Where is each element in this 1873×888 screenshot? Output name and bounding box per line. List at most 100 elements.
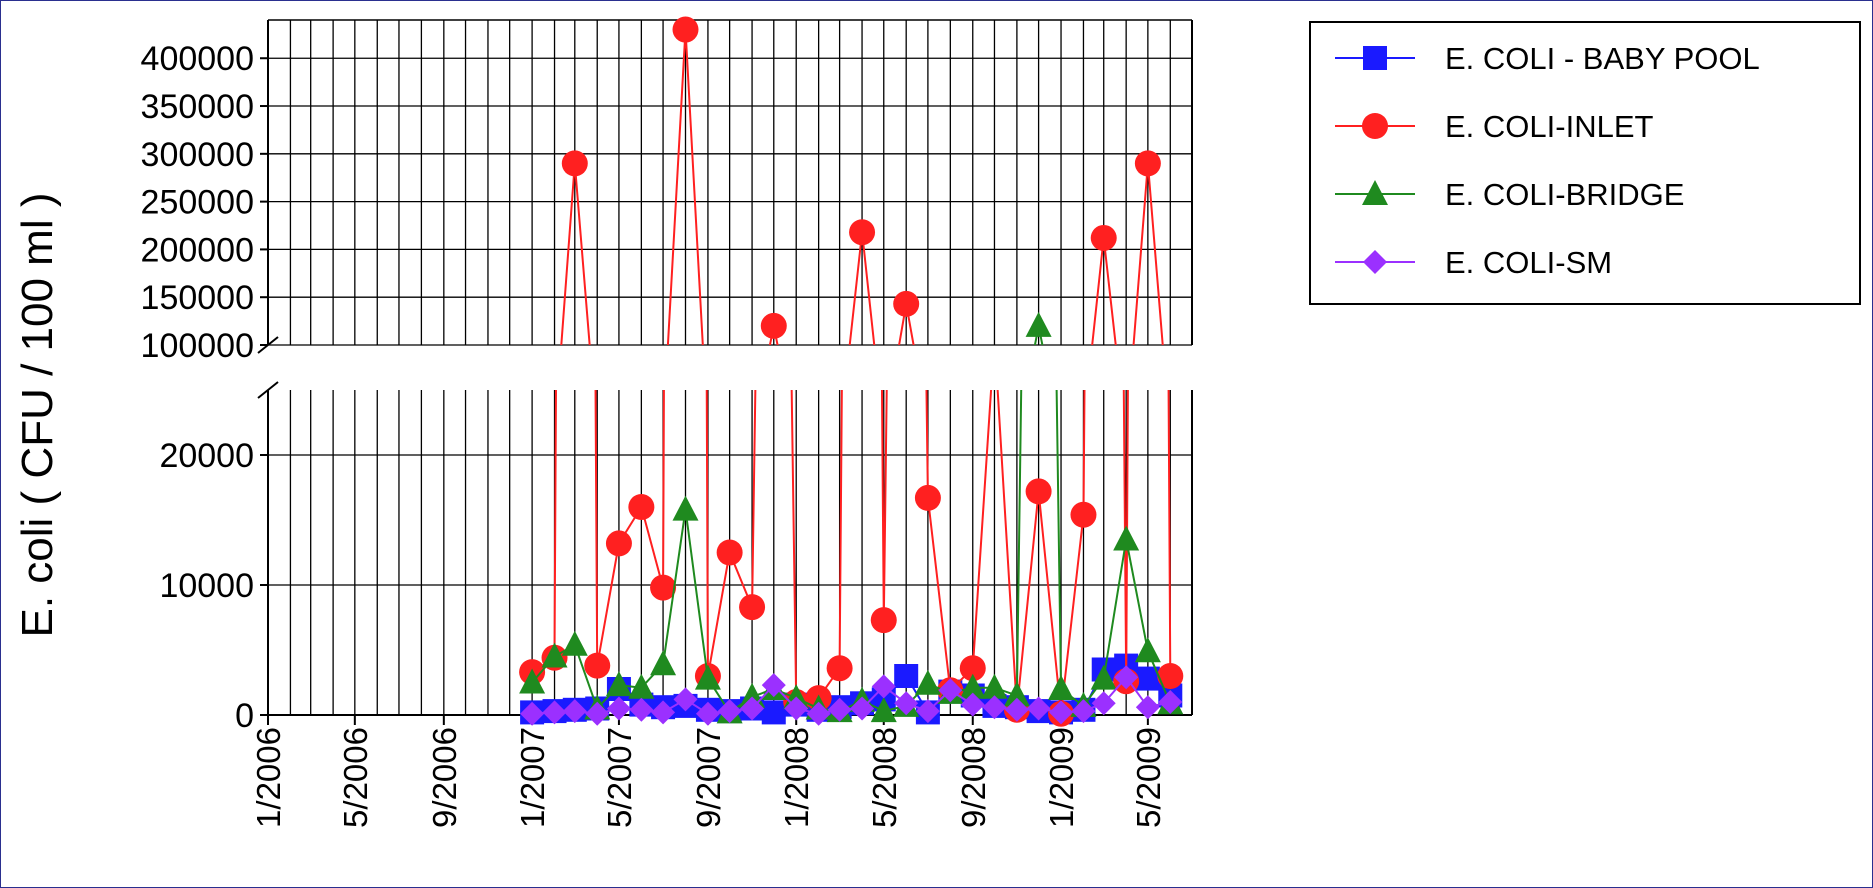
x-tick-label: 1/2008 [778, 727, 815, 828]
series-upper [1025, 311, 1052, 345]
data-point [826, 655, 853, 682]
data-point [694, 664, 721, 690]
x-tick-label: 1/2009 [1043, 727, 1080, 828]
data-point [673, 687, 698, 712]
y-tick-label: 20000 [159, 437, 254, 475]
data-point [672, 495, 699, 521]
series-line [1033, 325, 1044, 345]
data-point [1004, 697, 1029, 722]
data-point [605, 530, 632, 557]
data-point [849, 219, 876, 246]
data-point [1071, 699, 1096, 724]
y-tick-label: 150000 [141, 279, 254, 317]
x-tick-label: 5/2008 [866, 727, 903, 828]
data-point [761, 673, 786, 698]
data-point [938, 678, 963, 703]
data-point [672, 16, 699, 43]
data-point [1003, 681, 1030, 707]
data-point [562, 699, 587, 724]
data-point [1158, 690, 1183, 714]
data-point [561, 630, 588, 656]
data-point [850, 696, 875, 721]
data-point [1135, 695, 1160, 720]
data-point [717, 699, 742, 724]
x-tick-label: 1/2006 [250, 727, 287, 828]
data-point [914, 669, 941, 695]
data-point [716, 539, 743, 566]
legend-item: E. COLI - BABY POOL [1335, 41, 1760, 76]
legend-label: E. COLI-INLET [1445, 109, 1653, 144]
x-tick-label: 9/2008 [955, 727, 992, 828]
data-point [870, 697, 897, 723]
data-point [1070, 501, 1097, 528]
data-point [585, 701, 610, 726]
legend-item: E. COLI-BRIDGE [1335, 177, 1684, 212]
y-tick-label: 400000 [141, 40, 254, 78]
gridlines [267, 19, 1193, 716]
axis-break-mark [257, 381, 279, 399]
data-point [894, 664, 919, 688]
series-line [531, 390, 1172, 714]
data-point [1091, 691, 1116, 716]
data-point [628, 494, 655, 520]
data-point [914, 484, 941, 511]
data-point [959, 655, 986, 682]
legend-marker-diamond [1363, 250, 1387, 274]
data-point [871, 674, 896, 699]
data-point [981, 673, 1008, 699]
legend-label: E. COLI-SM [1445, 245, 1612, 280]
data-point [1049, 700, 1074, 725]
x-tick-label: 9/2007 [690, 727, 727, 828]
y-tick-label: 10000 [159, 567, 254, 605]
x-tick-label: 9/2006 [426, 727, 463, 828]
data-point [584, 652, 611, 679]
y-tick-label: 250000 [141, 184, 254, 222]
data-point [1048, 675, 1075, 700]
x-tick-label: 5/2006 [337, 727, 374, 828]
data-point [1113, 525, 1140, 551]
legend-item: E. COLI-SM [1335, 245, 1612, 280]
data-point [1134, 637, 1161, 663]
legend-marker-circle [1362, 113, 1388, 139]
data-point [915, 699, 940, 724]
data-point [893, 290, 920, 317]
data-point [760, 312, 787, 339]
series-line [531, 390, 1172, 714]
legend-marker-triangle [1362, 180, 1388, 205]
series-line [532, 438, 1170, 441]
y-tick-label: 300000 [141, 136, 254, 174]
data-point [606, 696, 631, 721]
data-point [1090, 224, 1117, 251]
data-point [960, 692, 985, 717]
data-point [1114, 665, 1139, 690]
data-point [827, 697, 852, 722]
data-point [695, 701, 720, 726]
data-point [894, 691, 919, 716]
y-tick-label: 350000 [141, 88, 254, 126]
legend-box [1309, 21, 1861, 305]
data-point [651, 700, 676, 725]
series-line [560, 29, 1164, 345]
y-axis-label: E. coli ( CFU / 100 ml ) [13, 193, 62, 638]
data-point [1026, 696, 1051, 721]
data-point [761, 700, 786, 725]
data-point [982, 695, 1007, 720]
legend-item: E. COLI-INLET [1335, 109, 1653, 144]
data-point [650, 574, 677, 601]
data-point [1025, 311, 1052, 337]
data-point [870, 607, 897, 634]
x-tick-label: 5/2007 [601, 727, 638, 828]
data-point [541, 642, 568, 668]
series-lower [520, 665, 1183, 726]
legend-label: E. COLI-BRIDGE [1445, 177, 1684, 212]
data-point [784, 696, 809, 721]
series-line [532, 437, 1170, 440]
x-tick-label: 1/2007 [514, 727, 551, 828]
legend-label: E. COLI - BABY POOL [1445, 41, 1760, 76]
data-point [520, 701, 545, 726]
data-point [628, 673, 655, 699]
data-point [959, 673, 986, 699]
y-tick-label: 0 [235, 697, 254, 735]
y-tick-label: 200000 [141, 231, 254, 269]
